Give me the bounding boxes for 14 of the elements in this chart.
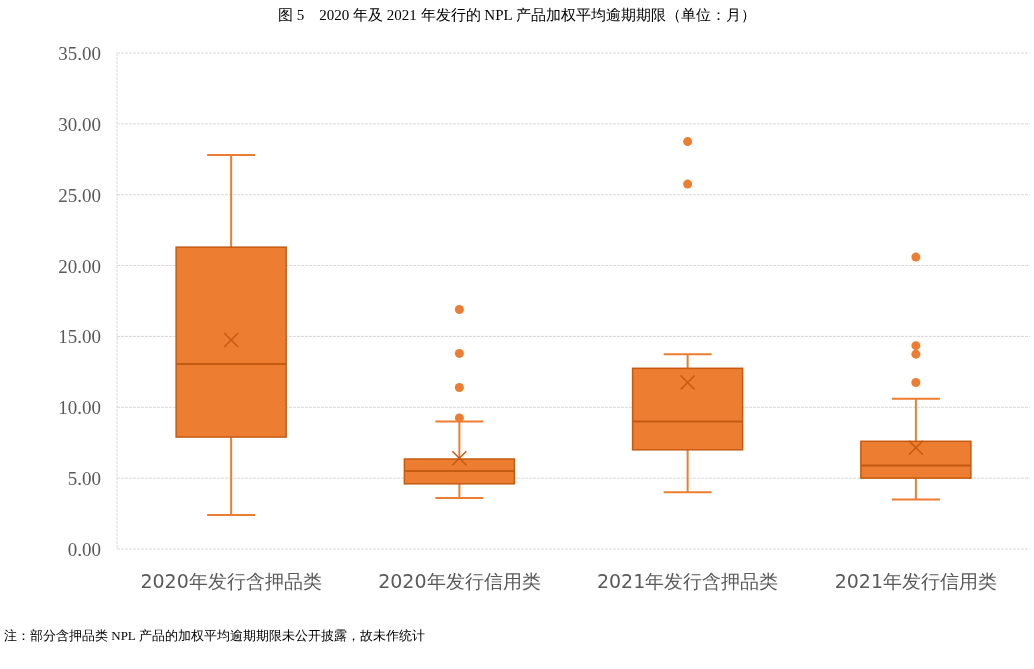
y-tick-label: 0.00 (67, 539, 101, 560)
text: 注：部分含押品类 NPL 产品的加权平均逾期期限未公开披露，故未作统计 (4, 628, 425, 643)
x-tick-label: 2021年发行含押品类 (596, 570, 779, 592)
y-tick-label: 15.00 (58, 326, 101, 348)
y-tick-label: 20.00 (58, 255, 101, 277)
y-tick-label: 5.00 (67, 468, 101, 490)
chart-title: 图 5 2020 年及 2021 年发行的 NPL 产品加权平均逾期期限（单位：月） (278, 7, 756, 23)
x-tick-label: 2020年发行含押品类 (140, 570, 322, 592)
y-tick-label: 35.00 (58, 43, 101, 64)
y-tick-label: 10.00 (58, 397, 101, 419)
y-tick-label: 25.00 (58, 184, 101, 206)
y-tick-label: 30.00 (58, 113, 101, 135)
x-tick-label: 2020年发行信用类 (378, 570, 541, 592)
x-tick-label: 2021年发行信用类 (834, 570, 998, 592)
